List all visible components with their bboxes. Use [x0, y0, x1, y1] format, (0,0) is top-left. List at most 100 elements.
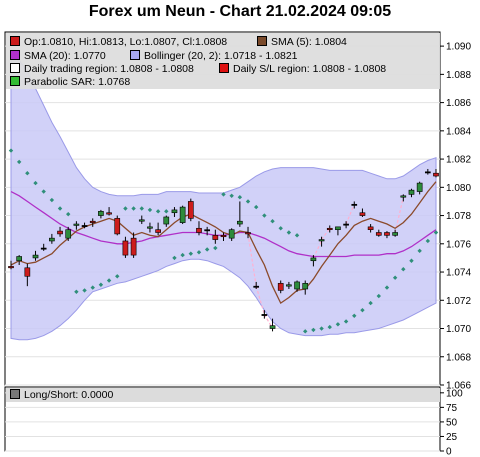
candle-body: [351, 203, 358, 206]
candle-body: [122, 240, 129, 256]
sma5-line-group: [10, 181, 437, 305]
candle-body: [261, 314, 268, 316]
sar-dot: [368, 300, 373, 306]
candle-body: [294, 281, 300, 290]
legend-daily-sl-text: Daily S/L region: 1.0808 - 1.0808: [233, 63, 387, 75]
candle-body: [310, 257, 317, 262]
legend-longshort: Long/Short: 0.0000: [10, 389, 113, 402]
sar-dot: [384, 285, 390, 290]
sar-dot: [25, 171, 30, 176]
candle-body: [187, 201, 194, 219]
sar-dot: [343, 319, 349, 324]
candle-body: [204, 229, 210, 232]
y-tick-label: 1.072: [446, 296, 471, 307]
sar-dot: [213, 245, 218, 251]
sub-legend-panel: [6, 388, 440, 402]
candle-body: [196, 227, 202, 233]
sma5-line: [10, 181, 437, 305]
sar-dot: [376, 293, 381, 299]
legend-sar: Parabolic SAR: 1.0768: [10, 76, 130, 89]
y-tick-label: 1.070: [446, 324, 471, 335]
sar-dot: [115, 274, 120, 279]
candle-body: [277, 283, 284, 291]
candle-body: [73, 223, 80, 226]
candle-body: [147, 226, 153, 229]
candle-body: [375, 232, 382, 236]
sar-dot: [229, 193, 234, 198]
candle-body: [32, 254, 39, 259]
candle-body: [65, 229, 72, 239]
sub-tick-label: 0: [446, 447, 452, 457]
candle-body: [237, 220, 243, 225]
candle-body: [155, 229, 161, 233]
candle-body: [179, 206, 186, 223]
sub-tick-label: 100: [446, 388, 463, 399]
longshort-swatch: [10, 389, 20, 399]
sma5-swatch: [257, 36, 267, 46]
candle-body: [400, 195, 407, 198]
longshort-axis: 0 25 50 75 100: [440, 388, 463, 457]
region-link: [345, 204, 355, 225]
candle-body: [384, 232, 390, 236]
candle-body: [318, 239, 325, 242]
candle-body: [89, 220, 96, 223]
sar-dot: [16, 159, 22, 165]
legend-sar-text: Parabolic SAR: 1.0768: [24, 76, 131, 88]
sar-swatch: [10, 76, 20, 86]
chart-title: Forex um Neun - Chart 21.02.2024 09:05: [88, 3, 392, 20]
candle-body: [212, 235, 219, 240]
sar-dot: [294, 233, 300, 238]
sar-dot: [8, 148, 14, 153]
y-tick-label: 1.066: [446, 381, 471, 392]
sar-dot: [188, 251, 194, 256]
legend-bollinger-text: Bollinger (20, 2): 1.0718 - 1.0821: [144, 50, 298, 62]
sar-dot: [319, 326, 324, 331]
sar-dot: [139, 206, 144, 211]
legend-panel: [6, 33, 440, 89]
sar-dot: [286, 230, 292, 235]
legend-daily-region-text: Daily trading region: 1.0808 - 1.0808: [24, 63, 194, 75]
candle-body: [326, 227, 333, 230]
candle-body: [8, 266, 14, 269]
legend-longshort-text: Long/Short: 0.0000: [24, 389, 114, 401]
region-link: [263, 314, 274, 329]
daily-sl-swatch: [219, 63, 229, 73]
legend-sma20: SMA (20): 1.0770: [10, 50, 106, 63]
y-tick-label: 1.088: [446, 70, 471, 81]
sar-dot: [270, 219, 275, 224]
candle-body: [424, 171, 431, 174]
candle-body: [245, 232, 251, 235]
y-tick-label: 1.084: [446, 126, 471, 137]
sar-dot: [123, 206, 128, 211]
legend-sma5-text: SMA (5): 1.0804: [271, 36, 347, 48]
legend-daily-sl: Daily S/L region: 1.0808 - 1.0808: [219, 63, 386, 76]
y-tick-label: 1.068: [446, 352, 471, 363]
candle-body: [416, 182, 423, 192]
sar-dot: [401, 267, 406, 272]
candle-body: [367, 226, 374, 230]
sar-dot: [221, 192, 226, 197]
region-link: [247, 233, 257, 287]
candle-body: [302, 283, 309, 290]
candle-body: [81, 225, 88, 227]
candle-body: [408, 189, 415, 195]
region-link: [312, 240, 323, 259]
sar-dot: [262, 213, 267, 218]
candle-body: [98, 211, 104, 216]
sar-dot: [433, 230, 439, 235]
sub-tick-label: 50: [446, 417, 458, 428]
sar-dot: [352, 313, 357, 319]
y-tick-label: 1.078: [446, 211, 471, 222]
sar-dot: [147, 207, 153, 213]
candle-body: [171, 209, 178, 214]
candle-body: [57, 230, 63, 235]
sar-dot: [180, 252, 185, 258]
candle-body: [16, 256, 23, 262]
legend-bollinger: Bollinger (20, 2): 1.0718 - 1.0821: [130, 50, 298, 63]
sar-dot: [360, 307, 365, 313]
candle-body: [138, 219, 145, 222]
y-tick-label: 1.076: [446, 239, 471, 250]
sar-dot: [155, 209, 161, 214]
candle-body: [335, 226, 341, 230]
